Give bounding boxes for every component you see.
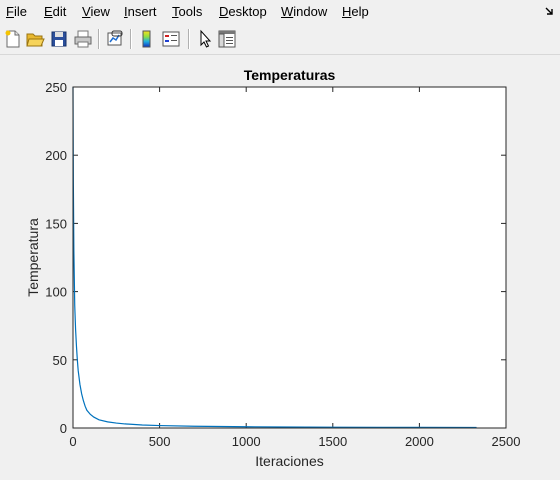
y-tick-label: 150 xyxy=(45,216,67,231)
dock-arrow-icon[interactable] xyxy=(542,4,556,18)
x-tick-label: 2000 xyxy=(405,434,434,449)
floppy-disk-icon xyxy=(51,31,67,47)
menu-desktop[interactable]: Desktop xyxy=(219,4,267,19)
link-plot-button[interactable] xyxy=(104,28,126,50)
x-tick-label: 0 xyxy=(69,434,76,449)
menu-tools[interactable]: Tools xyxy=(172,4,203,19)
y-tick-label: 50 xyxy=(53,353,67,368)
menu-view[interactable]: View xyxy=(82,4,110,19)
property-panel-icon xyxy=(218,30,236,48)
y-tick-label: 0 xyxy=(60,421,67,436)
new-figure-button[interactable] xyxy=(2,28,24,50)
menu-edit[interactable]: Edit xyxy=(44,4,67,19)
figure-canvas: 0 500 1000 1500 2000 2500 0 50 100 150 200 250 Temp… xyxy=(0,55,560,475)
figure-toolbar xyxy=(0,24,560,55)
menu-window[interactable]: Window xyxy=(281,4,328,19)
printer-icon xyxy=(74,30,92,48)
x-axis-label: Iteraciones xyxy=(255,453,323,469)
x-tick-label: 500 xyxy=(149,434,171,449)
insert-legend-button[interactable] xyxy=(160,28,182,50)
axes-background[interactable] xyxy=(73,87,506,428)
insert-colorbar-button[interactable] xyxy=(136,28,158,50)
y-axis-label: Temperatura xyxy=(25,218,41,297)
menu-bar: File Edit View Insert Tools Desktop Window Help xyxy=(0,0,560,24)
chart-title: Temperaturas xyxy=(244,67,336,83)
open-file-button[interactable] xyxy=(24,28,46,50)
save-figure-button[interactable] xyxy=(48,28,70,50)
print-figure-button[interactable] xyxy=(72,28,94,50)
pointer-arrow-icon xyxy=(200,29,212,48)
edit-plot-button[interactable] xyxy=(194,28,216,50)
y-tick-label: 250 xyxy=(45,80,67,95)
toolbar-separator xyxy=(130,29,132,49)
axes-frame xyxy=(72,86,507,429)
property-inspector-button[interactable] xyxy=(216,28,238,50)
colorbar-icon xyxy=(142,30,151,48)
link-plot-icon xyxy=(107,30,123,46)
legend-icon xyxy=(162,31,180,47)
series-line xyxy=(72,86,477,429)
y-tick-label: 200 xyxy=(45,148,67,163)
toolbar-separator xyxy=(98,29,100,49)
toolbar-separator xyxy=(188,29,190,49)
x-tick-label: 2500 xyxy=(492,434,521,449)
x-tick-label: 1000 xyxy=(232,434,261,449)
folder-open-icon xyxy=(26,33,45,47)
plot-svg: 0 500 1000 1500 2000 2500 0 50 100 150 200 250 Temp… xyxy=(25,67,521,469)
new-file-icon xyxy=(5,30,20,48)
menu-help[interactable]: Help xyxy=(342,4,369,19)
menu-insert[interactable]: Insert xyxy=(124,4,157,19)
x-tick-label: 1500 xyxy=(318,434,347,449)
y-tick-label: 100 xyxy=(45,285,67,300)
menu-file[interactable]: File xyxy=(6,4,27,19)
